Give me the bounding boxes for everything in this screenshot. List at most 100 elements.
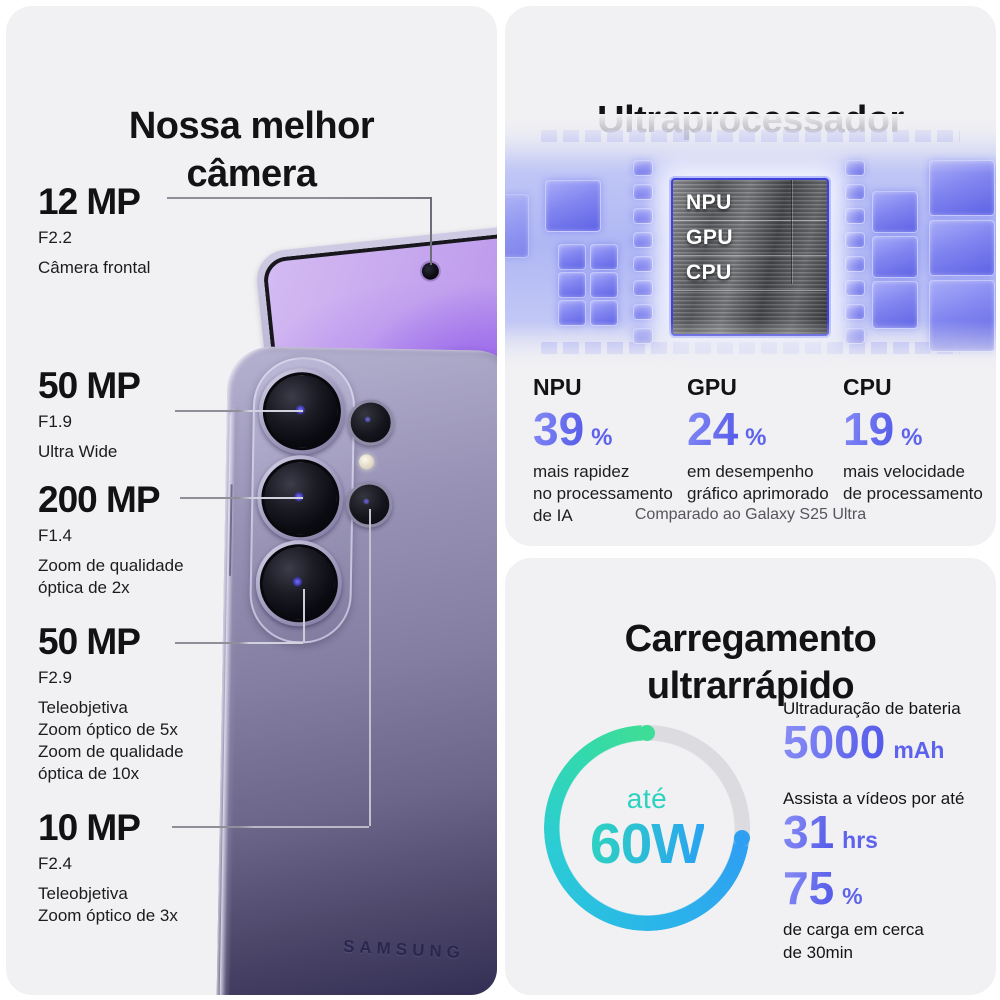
spec-aperture: F2.4: [38, 854, 73, 873]
circuit-component: [633, 280, 653, 296]
stat-number: 24 %: [687, 405, 839, 453]
stat-desc-line: de carga em cerca: [783, 920, 924, 939]
stat-desc: em desempenho gráfico aprimorado: [687, 461, 839, 505]
battery-capacity-label: Ultraduração de bateria: [783, 699, 961, 718]
spec-megapixels: 50 MP: [38, 621, 141, 662]
spec-aperture: F1.4: [38, 526, 73, 545]
circuit-component: [545, 180, 601, 232]
stat-desc-line: mais rapidez: [533, 462, 630, 481]
stat-npu: NPU 39 % mais rapidez no processamento d…: [533, 374, 685, 527]
stat-desc-line: de IA: [533, 506, 573, 525]
spec-desc: Zoom óptico de 3x: [38, 906, 178, 925]
callout-line-main: [180, 497, 303, 499]
stat-cpu: CPU 19 % mais velocidade de processament…: [843, 374, 995, 505]
stat-label: CPU: [843, 374, 892, 400]
circuit-component: [558, 300, 586, 326]
camera-spec-main: 200 MP F1.4 Zoom de qualidade óptica de …: [38, 480, 184, 599]
gauge-ring-cap-start: [639, 725, 655, 741]
circuit-component: [929, 220, 995, 276]
stat-desc-line: gráfico aprimorado: [687, 484, 829, 503]
spec-desc: Ultra Wide: [38, 442, 118, 461]
stat-value: 24: [687, 403, 739, 455]
stat-label: GPU: [687, 374, 737, 400]
charging-title-line1: Carregamento: [624, 617, 877, 660]
circuit-bus: [541, 130, 960, 142]
circuit-component: [872, 236, 918, 278]
spec-desc: Zoom óptico de 5x: [38, 720, 178, 739]
stat-value: 75: [783, 862, 835, 914]
spec-desc: Zoom de qualidade: [38, 556, 184, 575]
stat-desc: mais rapidez no processamento de IA: [533, 461, 685, 527]
circuit-component: [845, 304, 865, 320]
stat-label: NPU: [533, 374, 582, 400]
spec-desc: Teleobjetiva: [38, 698, 128, 717]
stat-value: 31: [783, 806, 835, 858]
camera-flash: [358, 454, 375, 470]
callout-line-front-camera: [430, 197, 432, 265]
charge-percent-value: 75 %: [783, 864, 863, 912]
stat-unit: %: [842, 883, 863, 909]
circuit-component: [505, 194, 529, 258]
stat-unit: %: [901, 424, 923, 451]
spec-aperture: F2.2: [38, 228, 73, 247]
circuit-board-graphic: NPU GPU CPU: [505, 114, 996, 372]
spec-aperture: F2.9: [38, 668, 73, 687]
circuit-component: [845, 256, 865, 272]
circuit-component: [558, 272, 586, 298]
circuit-component: [845, 280, 865, 296]
camera-spec-ultrawide: 50 MP F1.9 Ultra Wide: [38, 365, 141, 463]
processor-chip: NPU GPU CPU: [671, 178, 829, 336]
camera-panel: Nossa melhor câmera SAMSUNG: [6, 6, 497, 995]
circuit-component: [633, 208, 653, 224]
spec-desc: Zoom de qualidade: [38, 742, 184, 761]
spec-megapixels: 50 MP: [38, 365, 141, 406]
stat-value: 39: [533, 403, 585, 455]
stat-desc: mais velocidade de processamento: [843, 461, 995, 505]
callout-line-telephoto3x: [369, 509, 371, 826]
spec-aperture: F1.9: [38, 412, 73, 431]
circuit-component: [633, 232, 653, 248]
stat-gpu: GPU 24 % em desempenho gráfico aprimorad…: [687, 374, 839, 505]
circuit-component: [845, 160, 865, 176]
gauge-center-text: até 60W: [544, 725, 750, 931]
spec-desc: Teleobjetiva: [38, 884, 128, 903]
stat-number: 39 %: [533, 405, 685, 453]
circuit-component: [845, 232, 865, 248]
spec-desc: óptica de 10x: [38, 764, 140, 783]
stat-desc-line: no processamento: [533, 484, 673, 503]
circuit-component: [845, 208, 865, 224]
spec-megapixels: 10 MP: [38, 807, 141, 848]
stat-unit: %: [591, 424, 613, 451]
circuit-component: [845, 328, 865, 344]
stat-value: 19: [843, 403, 895, 455]
chip-divider: [791, 180, 792, 284]
phone-back-image: [216, 346, 497, 995]
stat-desc-line: em desempenho: [687, 462, 814, 481]
chip-label-gpu: GPU: [686, 226, 734, 249]
callout-line-telephoto5x: [303, 589, 305, 642]
stat-unit: mAh: [893, 737, 945, 763]
circuit-component: [872, 191, 918, 233]
circuit-component: [845, 184, 865, 200]
gauge-prefix: até: [626, 783, 668, 814]
circuit-bus: [541, 342, 960, 354]
spec-desc: Câmera frontal: [38, 258, 151, 277]
stat-value: 5000: [783, 716, 886, 768]
video-playback-label: Assista a vídeos por até: [783, 789, 965, 808]
stat-unit: %: [745, 424, 767, 451]
chip-label-cpu: CPU: [686, 261, 732, 284]
charging-panel: Carregamento ultrarrápido até 60W Ultrad…: [505, 558, 996, 995]
camera-panel-title: Nossa melhor câmera: [6, 102, 497, 198]
chip-row-cpu: CPU: [673, 256, 827, 291]
circuit-component: [590, 272, 618, 298]
telephoto-3x-lens: [347, 399, 395, 446]
callout-line-telephoto5x: [175, 642, 303, 644]
stat-number: 19 %: [843, 405, 995, 453]
circuit-component: [590, 300, 618, 326]
charging-panel-title: Carregamento ultrarrápido: [505, 616, 996, 710]
chip-row-gpu: GPU: [673, 221, 827, 256]
spec-desc: óptica de 2x: [38, 578, 130, 597]
circuit-component: [633, 184, 653, 200]
spec-megapixels: 12 MP: [38, 181, 141, 222]
